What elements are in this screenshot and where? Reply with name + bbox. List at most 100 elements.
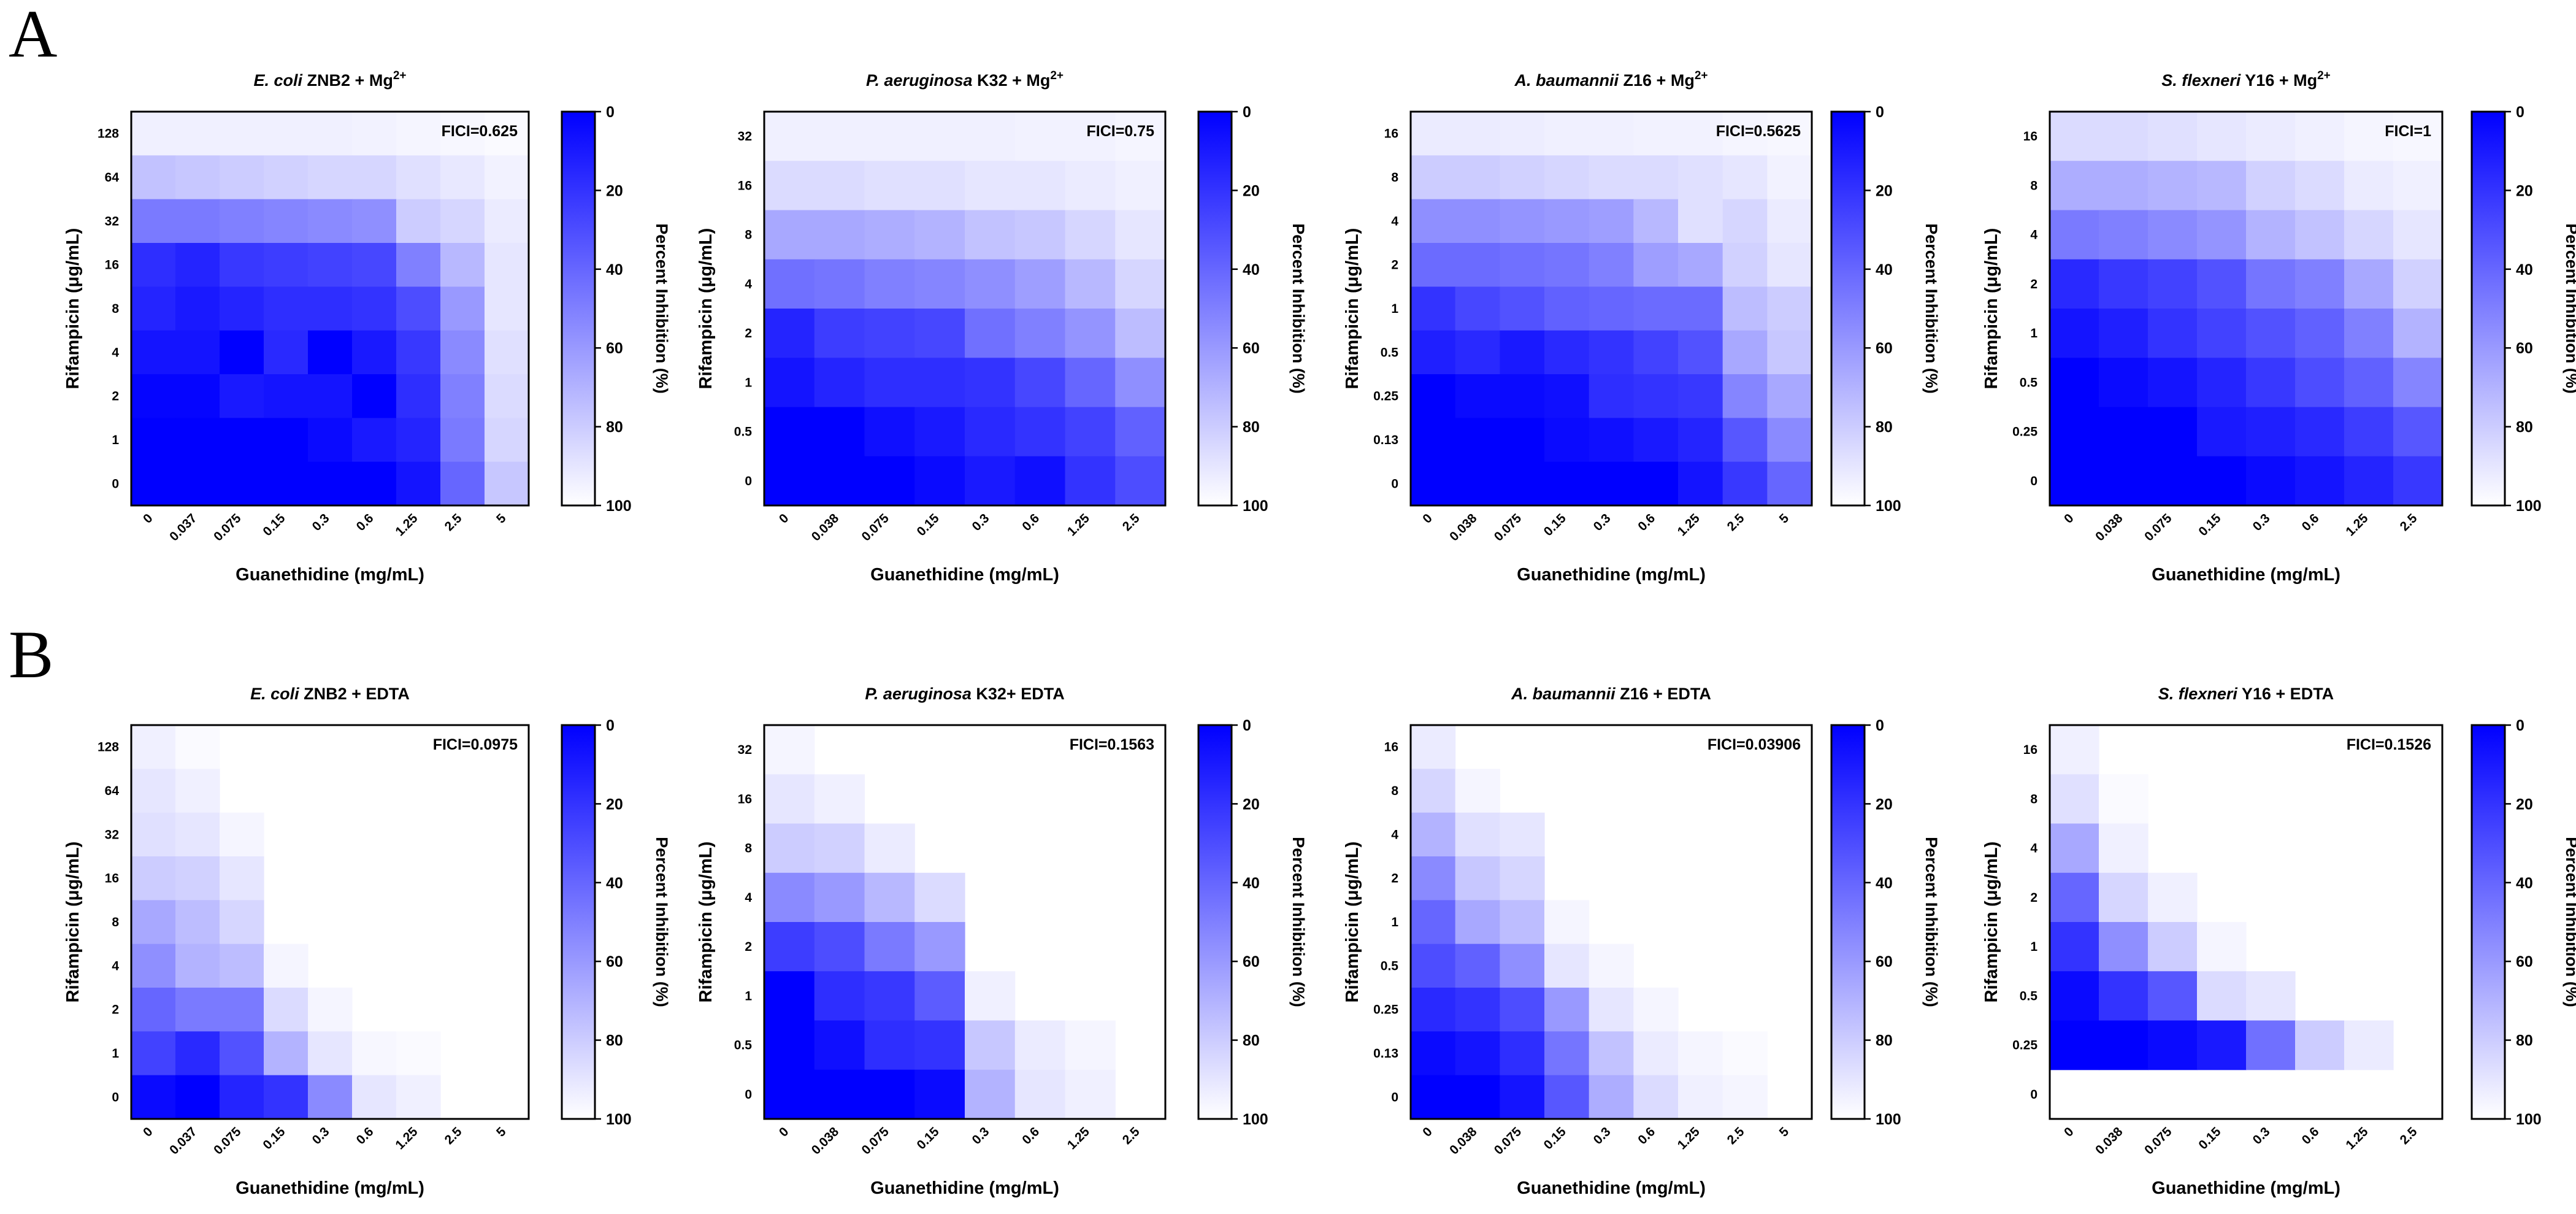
colorbar-tick-label: 40 (606, 875, 623, 892)
chart-title-strain: K32 + Mg (973, 71, 1051, 90)
colorbar-tick-label: 100 (1876, 498, 1901, 515)
colorbar-tick-label: 40 (1243, 261, 1260, 279)
y-tick-label: 8 (2030, 179, 2037, 193)
heatmap-cell (1722, 155, 1768, 200)
heatmap-cell (485, 243, 529, 287)
heatmap-cell (1678, 199, 1723, 244)
heatmap-cell (2099, 971, 2149, 1021)
x-tick-label: 1.25 (393, 1124, 420, 1152)
heatmap-cell (2295, 407, 2345, 457)
heatmap-cell (764, 210, 815, 260)
heatmap-cell (1589, 1075, 1634, 1120)
heatmap-cell (1589, 112, 1634, 156)
heatmap-cell (1633, 988, 1679, 1032)
heatmap-cell (2197, 971, 2247, 1021)
x-tick-label: 0.6 (1019, 511, 1042, 534)
heatmap-cell (864, 358, 915, 408)
heatmap-cell (764, 922, 815, 972)
heatmap-cell (2099, 259, 2149, 309)
heatmap-cell (1115, 456, 1166, 506)
y-tick-label: 128 (98, 127, 119, 141)
colorbar-tick-label: 80 (1243, 1032, 1260, 1050)
heatmap-cell (2197, 112, 2247, 161)
heatmap-cell (2050, 872, 2099, 923)
chart-title-strain: Z16 + EDTA (1616, 685, 1711, 703)
heatmap-cell (1633, 461, 1679, 506)
x-tick-label: 0.15 (2196, 1124, 2223, 1152)
heatmap-cell (1014, 210, 1066, 260)
colorbar-label: Percent Inhibition (%) (1289, 223, 1308, 394)
heatmap-cell (1455, 330, 1500, 375)
heatmap-cell (2344, 309, 2394, 358)
heatmap-cell (814, 1069, 865, 1120)
heatmap-cell (1455, 988, 1500, 1032)
heatmap-cell (2099, 922, 2149, 972)
x-tick-label: 1.25 (2343, 511, 2371, 539)
heatmap-cell (1544, 199, 1590, 244)
heatmap-cell (131, 330, 176, 375)
heatmap-cell (220, 374, 264, 418)
x-tick-label: 0.038 (1447, 1124, 1480, 1158)
y-tick-label: 64 (105, 171, 120, 185)
colorbar-tick-label: 60 (2516, 340, 2533, 357)
heatmap-cell (1411, 856, 1456, 901)
colorbar-tick-label: 20 (1243, 182, 1260, 199)
heatmap-cell (308, 286, 353, 331)
heatmap-cell (1115, 161, 1166, 211)
heatmap-cell (352, 112, 397, 156)
heatmap-cell (2393, 112, 2443, 161)
chart-title-superscript: 2+ (2317, 69, 2331, 82)
heatmap-cell (965, 259, 1016, 309)
heatmap-cell (220, 900, 264, 945)
colorbar-tick-label: 40 (1876, 875, 1893, 892)
heatmap-cell (1411, 112, 1456, 156)
heatmap-cell (2197, 407, 2247, 457)
heatmap-cell (175, 769, 220, 813)
heatmap-cell (440, 155, 485, 200)
heatmap-cell (764, 774, 815, 824)
heatmap-cell (264, 461, 309, 506)
heatmap-cell (2393, 358, 2443, 408)
chart-title-species: A. baumannii (1511, 685, 1616, 703)
heatmap-cell (175, 988, 220, 1032)
heatmap-cell (1455, 374, 1500, 418)
x-tick-label: 0.037 (167, 511, 199, 544)
heatmap-cell (131, 418, 176, 463)
heatmap-cell (131, 1075, 176, 1120)
x-tick-label: 0 (1420, 511, 1435, 526)
heatmap-cell (1500, 155, 1545, 200)
heatmap-cell (485, 330, 529, 375)
chart-title-species: A. baumannii (1514, 71, 1619, 90)
heatmap-cell (1065, 358, 1116, 408)
y-tick-label: 16 (105, 872, 119, 886)
fici-annotation: FICI=0.5625 (1716, 123, 1801, 140)
heatmap-cell (1455, 461, 1500, 506)
chart-title: P. aeruginosa K32 + Mg2+ (866, 69, 1064, 90)
heatmap-cell (1544, 461, 1590, 506)
heatmap-cell (2246, 259, 2296, 309)
heatmap-cell (2295, 358, 2345, 408)
heatmap-cell (1455, 769, 1500, 813)
heatmap-cell (131, 155, 176, 200)
y-tick-label: 4 (2030, 228, 2037, 242)
colorbar-tick-label: 0 (1243, 104, 1251, 121)
heatmap-cell (1678, 286, 1723, 331)
y-tick-label: 32 (105, 828, 119, 842)
heatmap-cell (1722, 330, 1768, 375)
heatmap-cell (1500, 1031, 1545, 1076)
heatmap-cell (308, 330, 353, 375)
colorbar-tick-label: 80 (1876, 1032, 1893, 1050)
heatmap-cell (352, 199, 397, 244)
heatmap-cell (131, 112, 176, 156)
heatmap-cell (264, 943, 309, 988)
y-tick-label: 8 (2030, 792, 2037, 806)
x-tick-label: 2.5 (2398, 511, 2420, 534)
x-tick-label: 1.25 (1675, 1124, 1703, 1152)
heatmap-cell (352, 418, 397, 463)
heatmap-cell (1500, 286, 1545, 331)
heatmap-cell (1633, 418, 1679, 463)
heatmap-cell (131, 988, 176, 1032)
y-tick-label: 8 (745, 842, 752, 856)
x-tick-label: 0.6 (2299, 1124, 2322, 1147)
heatmap-cell (965, 1020, 1016, 1070)
